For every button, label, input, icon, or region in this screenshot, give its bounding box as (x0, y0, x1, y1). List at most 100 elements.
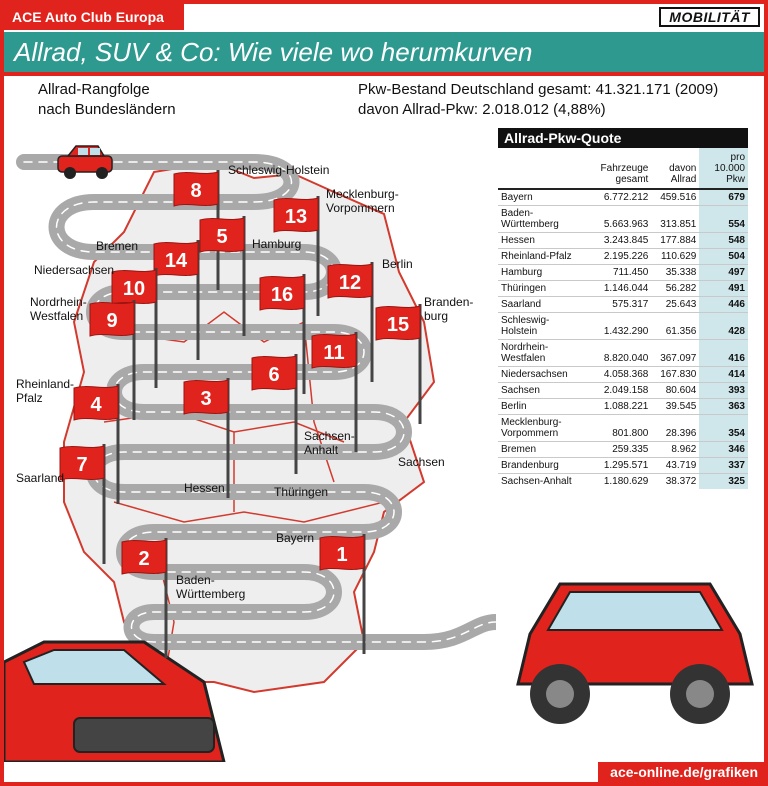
flag-banner (375, 305, 421, 341)
flag-banner (153, 241, 199, 277)
subtitle-right: Pkw-Bestand Deutschland gesamt: 41.321.1… (358, 80, 718, 120)
flag-marker: 5 Hamburg (199, 216, 301, 336)
place-label: Sachsen (398, 455, 445, 469)
cell-allrad: 38.372 (651, 473, 700, 489)
place-label: Thüringen (274, 485, 328, 499)
place-label-layer: Hessen Thüringen Sachsen-Anhalt Sachsen Bade… (176, 429, 445, 601)
cell-quote: 414 (699, 366, 748, 383)
table-row: Rheinland-Pfalz 2.195.226 110.629 504 (498, 248, 748, 265)
cell-allrad: 367.097 (651, 339, 700, 367)
table-row: Schleswig-Holstein 1.432.290 61.356 428 (498, 312, 748, 340)
flag-rank: 16 (271, 284, 293, 306)
cell-allrad: 56.282 (651, 280, 700, 297)
page-title: Allrad, SUV & Co: Wie viele wo herumkurv… (4, 32, 764, 76)
cell-gesamt: 1.432.290 (586, 312, 652, 340)
column-header: davon Allrad (669, 163, 697, 185)
table-row: Baden-Württemberg 5.663.963 313.851 554 (498, 205, 748, 233)
cell-allrad: 35.338 (651, 264, 700, 281)
flag-banner (273, 197, 319, 233)
flag-marker: 15 Branden-burg (375, 295, 473, 424)
cell-allrad: 43.719 (651, 457, 700, 474)
subtitle-left-line: nach Bundesländern (38, 101, 176, 118)
flag-marker: 7 Saarland (16, 444, 106, 564)
place-label: Baden- (176, 573, 215, 587)
flag-marker: 10 Niedersachsen (34, 263, 158, 388)
germany-map-illustration: 8Schleswig-Holstein13Mecklenburg-Vorpomm… (4, 145, 496, 762)
cell-allrad: 167.830 (651, 366, 700, 383)
data-table: Fahrzeuge gesamt davon Allrad pro 10.000… (498, 148, 748, 489)
flag-rank: 15 (387, 314, 409, 336)
table-row: Saarland 575.317 25.643 446 (498, 296, 748, 313)
cell-land: Niedersachsen (498, 366, 587, 383)
subtitle-left-line: Allrad-Rangfolge (38, 81, 150, 98)
footer-link[interactable]: ace-online.de/grafiken (598, 762, 764, 782)
table-body: Bayern 6.772.212 459.516 679 Baden-Württembe… (498, 188, 748, 489)
column-header: pro 10.000 Pkw (699, 148, 748, 189)
cell-land: Sachsen-Anhalt (498, 473, 587, 489)
cell-land: Rheinland-Pfalz (498, 248, 587, 265)
flag-rank: 6 (268, 364, 279, 386)
flag-banner (89, 301, 135, 337)
flag-marker: 1 Bayern (276, 531, 366, 654)
table-header-row: Fahrzeuge gesamt davon Allrad pro 10.000… (498, 148, 748, 189)
flag-rank: 4 (90, 394, 102, 416)
cell-quote: 393 (699, 382, 748, 399)
flag-label: Vorpommern (326, 201, 395, 215)
cell-allrad: 39.545 (651, 398, 700, 415)
cell-allrad: 110.629 (651, 248, 700, 265)
flag-banner (327, 263, 373, 299)
flag-marker: 6 (251, 354, 298, 474)
flag-label: Niedersachsen (34, 263, 114, 277)
cell-gesamt: 711.450 (586, 264, 652, 281)
top-bar: ACE Auto Club Europa MOBILITÄT (4, 4, 764, 30)
cell-gesamt: 801.800 (586, 414, 652, 442)
flag-banner (311, 333, 357, 369)
flag-rank: 9 (106, 310, 117, 332)
place-label: Sachsen- (304, 429, 355, 443)
table-row: Bremen 259.335 8.962 346 (498, 441, 748, 458)
flag-rank: 8 (190, 180, 201, 202)
flag-marker: 12 Berlin (327, 257, 413, 382)
flag-label: Nordrhein- (30, 295, 87, 309)
cell-land: Brandenburg (498, 457, 587, 474)
cell-gesamt: 5.663.963 (586, 205, 652, 233)
flag-banner (259, 275, 305, 311)
flag-rank: 2 (138, 548, 149, 570)
column-header (498, 148, 587, 189)
cell-gesamt: 1.146.044 (586, 280, 652, 297)
cell-gesamt: 1.295.571 (586, 457, 652, 474)
flag-marker: 14 Bremen (96, 239, 200, 360)
flag-marker: 11 (311, 332, 358, 452)
cell-land: Schleswig-Holstein (498, 312, 587, 340)
cell-quote: 446 (699, 296, 748, 313)
flag-label: Branden- (424, 295, 473, 309)
flag-rank: 7 (76, 454, 87, 476)
flag-rank: 14 (165, 250, 188, 272)
cell-quote: 548 (699, 232, 748, 249)
cell-gesamt: 2.195.226 (586, 248, 652, 265)
cell-land: Saarland (498, 296, 587, 313)
brand-label: ACE Auto Club Europa (4, 4, 184, 30)
table-row: Nordrhein-Westfalen 8.820.040 367.097 416 (498, 339, 748, 367)
cell-quote: 346 (699, 441, 748, 458)
flag-marker: 13 Mecklenburg-Vorpommern (273, 187, 399, 316)
flag-rank: 3 (200, 388, 211, 410)
cell-quote: 363 (699, 398, 748, 415)
cell-allrad: 313.851 (651, 205, 700, 233)
cell-gesamt: 8.820.040 (586, 339, 652, 367)
flag-marker: 3 (183, 378, 230, 498)
table-row: Hamburg 711.450 35.338 497 (498, 264, 748, 281)
cell-allrad: 25.643 (651, 296, 700, 313)
flag-rank: 12 (339, 272, 361, 294)
subtitle-right-line: Pkw-Bestand Deutschland gesamt: 41.321.1… (358, 81, 719, 98)
cell-quote: 416 (699, 339, 748, 367)
flag-banner (121, 539, 167, 575)
cell-land: Sachsen (498, 382, 587, 399)
flag-layer: 8Schleswig-Holstein13Mecklenburg-Vorpomm… (16, 163, 473, 658)
flag-marker: 4 Rheinland-Pfalz (16, 377, 120, 504)
cell-allrad: 61.356 (651, 312, 700, 340)
cell-quote: 491 (699, 280, 748, 297)
allrad-quote-table: Allrad-Pkw-Quote Fahrzeuge gesamt davon … (498, 128, 748, 489)
flag-label: Saarland (16, 471, 64, 485)
flag-banner (73, 385, 119, 421)
